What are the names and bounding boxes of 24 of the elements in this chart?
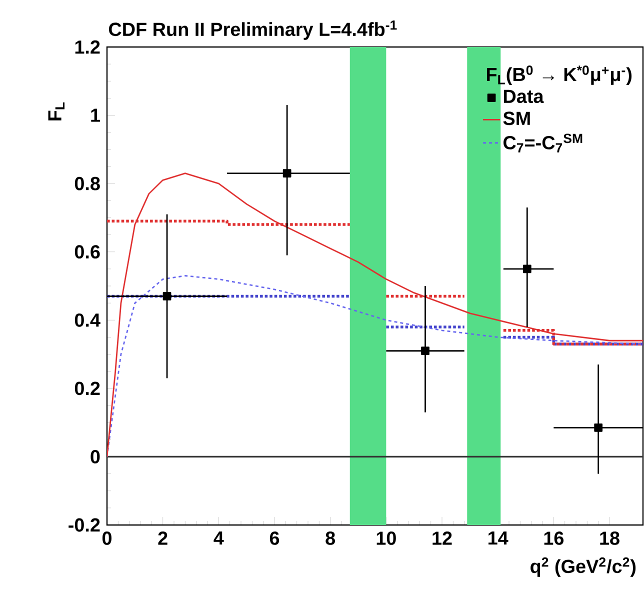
x-axis-title: q$^{2}$ (GeV$^{2}$/c$^{2}$) <box>530 557 636 577</box>
x-tick-label: 8 <box>326 532 336 545</box>
x-tick-label: 0 <box>102 532 112 545</box>
y-axis-title: F$_{L}$ <box>48 102 64 120</box>
x-tick-label: 18 <box>600 532 620 545</box>
y-tick-label: 0.2 <box>74 382 100 396</box>
legend-label: C$_{7}$=-C$_{7}$SM <box>504 134 582 152</box>
y-tick-label: 0.4 <box>74 313 100 327</box>
x-tick-label: 4 <box>214 532 224 545</box>
y-tick-label: 1 <box>91 108 100 122</box>
chart-title: CDF Run II Preliminary L=4.4fb$^{-1}$ <box>108 20 397 40</box>
y-tick-label: -0.2 <box>68 518 100 532</box>
y-tick-label: 0 <box>90 450 100 464</box>
x-tick-label: 10 <box>376 532 396 545</box>
y-tick-label: 1.2 <box>75 40 100 54</box>
y-tick-label: 0.8 <box>74 176 100 190</box>
x-tick-label: 14 <box>488 532 508 545</box>
legend-label: Data <box>504 90 544 104</box>
x-tick-label: 12 <box>432 532 452 545</box>
y-tick-label: 0.6 <box>74 245 100 259</box>
x-tick-label: 2 <box>158 532 168 545</box>
x-tick-label: 6 <box>270 532 280 545</box>
legend-label: SM <box>503 112 530 126</box>
x-tick-label: 16 <box>544 532 564 545</box>
